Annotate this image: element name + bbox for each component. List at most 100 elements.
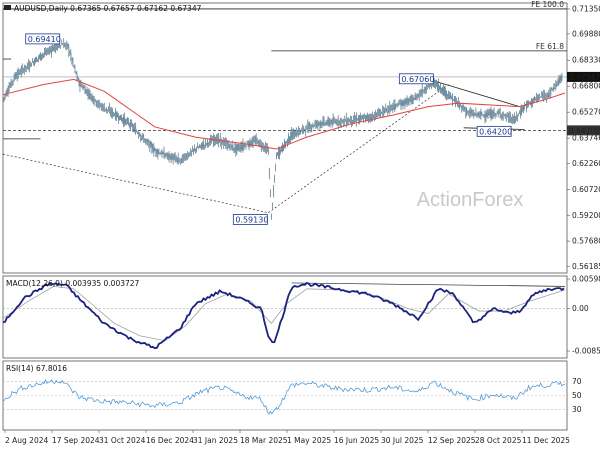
candle-body bbox=[13, 75, 15, 81]
candle-body bbox=[411, 95, 413, 103]
candle-body bbox=[41, 54, 42, 59]
candle-body bbox=[504, 114, 506, 117]
candle-body bbox=[147, 142, 149, 144]
candle-body bbox=[405, 99, 407, 103]
candle-body bbox=[279, 147, 280, 157]
candle-body bbox=[475, 109, 477, 116]
candle-body bbox=[284, 140, 285, 148]
candle-body bbox=[533, 97, 535, 103]
candle-body bbox=[385, 106, 387, 111]
candle-body bbox=[104, 108, 106, 110]
candle-body bbox=[343, 117, 345, 123]
candle-body bbox=[108, 106, 110, 113]
candle-body bbox=[446, 90, 448, 97]
candle-body bbox=[466, 111, 468, 113]
candle-body bbox=[413, 98, 415, 101]
candle-body bbox=[214, 136, 216, 143]
candle-body bbox=[242, 142, 244, 150]
candle-body bbox=[73, 65, 75, 67]
candle-body bbox=[480, 111, 482, 117]
candle-body bbox=[286, 141, 288, 143]
candle-body bbox=[184, 155, 186, 159]
candle-body bbox=[170, 155, 172, 162]
candle-body bbox=[289, 136, 291, 143]
candle-body bbox=[521, 107, 522, 115]
candle-body bbox=[87, 92, 89, 96]
candle-body bbox=[121, 116, 122, 122]
candle-body bbox=[464, 109, 466, 112]
candle-body bbox=[381, 111, 383, 113]
candle-body bbox=[118, 116, 119, 121]
candle-body bbox=[461, 106, 463, 110]
candle-body bbox=[200, 145, 201, 146]
candle-body bbox=[144, 138, 146, 143]
candle-body bbox=[174, 155, 176, 161]
candle-body bbox=[387, 105, 389, 112]
candle-body bbox=[294, 129, 296, 136]
candle-body bbox=[183, 153, 185, 160]
rsi-panel-title: RSI(14) 67.8016 bbox=[6, 364, 67, 373]
candle-body bbox=[453, 99, 455, 101]
candle-body bbox=[517, 113, 519, 114]
candle-body bbox=[467, 110, 469, 114]
candle-body bbox=[433, 80, 435, 86]
candle-body bbox=[89, 92, 91, 100]
support-price-label: 0.64200 bbox=[569, 126, 600, 135]
candle-body bbox=[336, 120, 338, 125]
candle-body bbox=[547, 93, 549, 97]
candle-body bbox=[460, 104, 462, 107]
x-axis-tick-label: 17 Sep 2024 bbox=[52, 436, 100, 445]
candle-body bbox=[2, 99, 4, 101]
candle-body bbox=[423, 90, 425, 91]
candle-body bbox=[203, 142, 204, 147]
candle-body bbox=[53, 46, 55, 52]
candle-body bbox=[250, 141, 252, 147]
candle-body bbox=[125, 119, 127, 124]
candle-body bbox=[198, 146, 199, 149]
candle-body bbox=[503, 114, 505, 116]
candle-body bbox=[204, 145, 206, 146]
candle-body bbox=[511, 117, 513, 121]
candle-body bbox=[232, 144, 234, 151]
candle-body bbox=[375, 111, 377, 120]
candle-body bbox=[509, 114, 511, 123]
macd-y-tick-label: 0.00 bbox=[572, 304, 589, 313]
candle-body bbox=[396, 104, 398, 106]
price-y-tick-label: 0.56185 bbox=[572, 262, 600, 271]
candle-body bbox=[61, 43, 63, 45]
annotation-box bbox=[232, 214, 268, 225]
candle-body bbox=[272, 187, 274, 195]
candle-body bbox=[247, 143, 249, 147]
candle-body bbox=[133, 127, 135, 129]
candle-body bbox=[346, 119, 348, 124]
annotation-label: 0.69410 bbox=[28, 35, 61, 44]
candle-body bbox=[335, 121, 337, 124]
candle-body bbox=[374, 115, 376, 119]
candle-body bbox=[58, 41, 60, 48]
candle-body bbox=[304, 129, 306, 130]
candle-body bbox=[7, 89, 9, 93]
candle-body bbox=[268, 169, 270, 177]
candle-body bbox=[330, 121, 332, 124]
candle-body bbox=[94, 99, 96, 101]
candle-body bbox=[265, 146, 267, 153]
candle-body bbox=[71, 58, 73, 62]
candle-body bbox=[27, 62, 29, 70]
candle-body bbox=[417, 95, 419, 97]
candle-body bbox=[499, 111, 501, 117]
moving-average-line bbox=[2, 78, 566, 150]
candle-body bbox=[213, 136, 215, 145]
candle-body bbox=[295, 132, 297, 137]
candle-body bbox=[321, 122, 323, 127]
candle-body bbox=[558, 76, 560, 84]
candle-body bbox=[402, 100, 404, 107]
candle-body bbox=[201, 142, 202, 148]
candle-body bbox=[43, 53, 45, 55]
candle-body bbox=[32, 61, 34, 64]
candle-body bbox=[234, 146, 236, 151]
candle-body bbox=[172, 156, 174, 162]
macd-main-line bbox=[2, 281, 565, 350]
candle-body bbox=[54, 43, 56, 51]
candle-body bbox=[325, 121, 327, 125]
